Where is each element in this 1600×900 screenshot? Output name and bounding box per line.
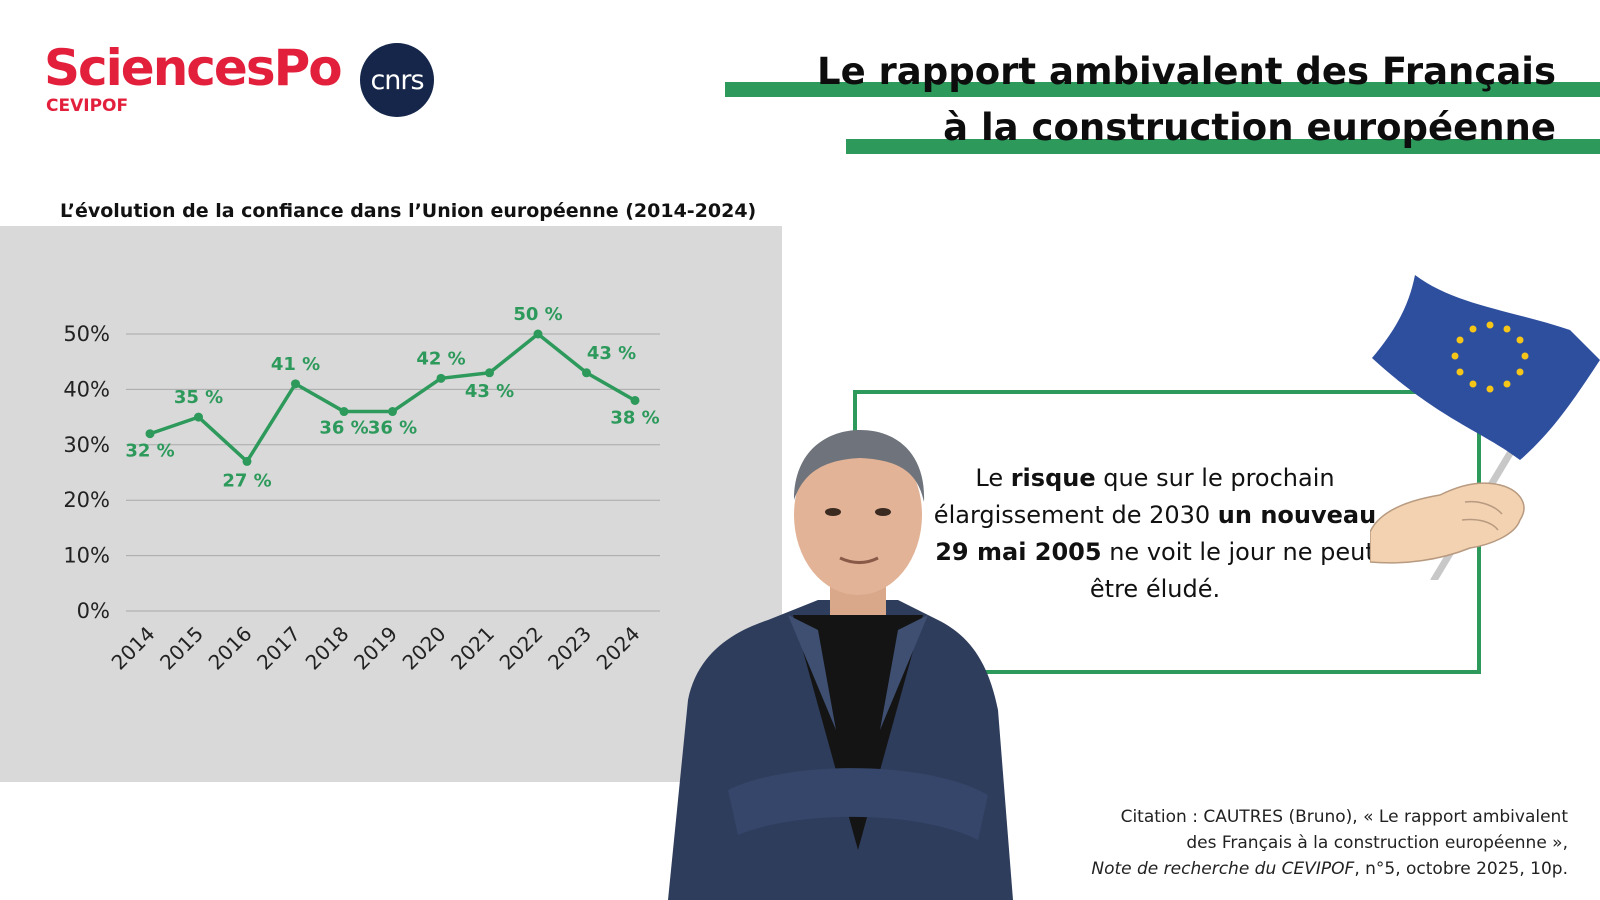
data-point [485,368,494,378]
sciencespo-logo: SciencesPo CEVIPOF [44,39,343,116]
quote-text: Le risque que sur le prochain élargissem… [920,460,1390,608]
y-tick-label: 20% [63,488,110,512]
x-tick-label: 2023 [543,622,596,675]
y-tick-label: 0% [77,599,110,623]
cevipof-logo-text: CEVIPOF [46,96,129,116]
data-point [291,379,300,389]
data-label: 35 % [174,387,223,408]
portrait-photo [668,430,1013,900]
cnrs-logo-text: cnrs [370,64,424,96]
data-point [339,407,349,417]
x-tick-label: 2016 [204,622,257,675]
x-tick-label: 2019 [349,622,402,675]
page-title-line1: Le rapport ambivalent des Français [817,50,1556,93]
sciencespo-logo-text: SciencesPo [44,39,343,97]
citation-line3: Note de recherche du CEVIPOF, n°5, octob… [1091,856,1568,882]
data-point [194,412,203,422]
x-tick-label: 2015 [155,622,208,675]
citation-details: , n°5, octobre 2025, 10p. [1354,859,1568,879]
x-tick-label: 2022 [495,622,548,675]
citation: Citation : CAUTRES (Bruno), « Le rapport… [1091,804,1568,882]
data-label: 43 % [587,343,636,364]
chart-background [0,226,782,782]
y-tick-label: 30% [63,433,110,457]
y-tick-label: 40% [63,377,110,401]
data-label: 27 % [222,470,271,491]
x-tick-label: 2018 [301,622,354,675]
quote-bold-risque: risque [1010,464,1096,492]
data-point [630,395,640,405]
quote-part2: que sur le prochain élargissement de 203… [933,464,1335,529]
x-tick-label: 2020 [398,622,451,675]
data-label: 38 % [610,407,659,428]
line-chart: 0% 10% 20% 30% 40% 50% 20142015201620172018201… [63,304,660,675]
data-point [582,368,591,378]
data-label: 36 % [319,418,368,439]
title-underline-2 [846,139,1600,154]
data-point [145,429,155,439]
data-label: 41 % [271,354,320,375]
eu-flag-icon [1370,275,1600,580]
quote-part1: Le [975,464,1011,492]
citation-line2: des Français à la construction européenn… [1186,833,1568,853]
data-label: 42 % [416,348,465,369]
data-label: 32 % [125,441,174,462]
x-tick-label: 2021 [446,622,499,675]
y-tick-label: 50% [63,322,110,346]
data-label: 50 % [513,304,562,325]
data-point [388,407,397,417]
data-point [436,373,446,383]
y-tick-label: 10% [63,544,110,568]
citation-line1: Citation : CAUTRES (Bruno), « Le rapport… [1120,807,1568,827]
cnrs-logo: cnrs [360,43,434,117]
data-point [242,456,252,466]
page-title-line2: à la construction européenne [943,106,1556,149]
x-tick-label: 2024 [592,622,645,675]
quote-part3: ne voit le jour ne peut être éludé. [1089,538,1375,603]
eu-stars [1451,321,1529,393]
x-tick-label: 2014 [107,622,160,675]
x-tick-label: 2017 [252,622,305,675]
data-point [533,329,543,339]
citation-source: Note de recherche du CEVIPOF [1091,859,1355,879]
chart-title: L’évolution de la confiance dans l’Union… [60,200,757,222]
data-label: 43 % [465,381,514,402]
title-underline-1 [725,82,1600,97]
quote-bold-date: un nouveau 29 mai 2005 [935,501,1377,566]
data-label: 36 % [368,418,417,439]
